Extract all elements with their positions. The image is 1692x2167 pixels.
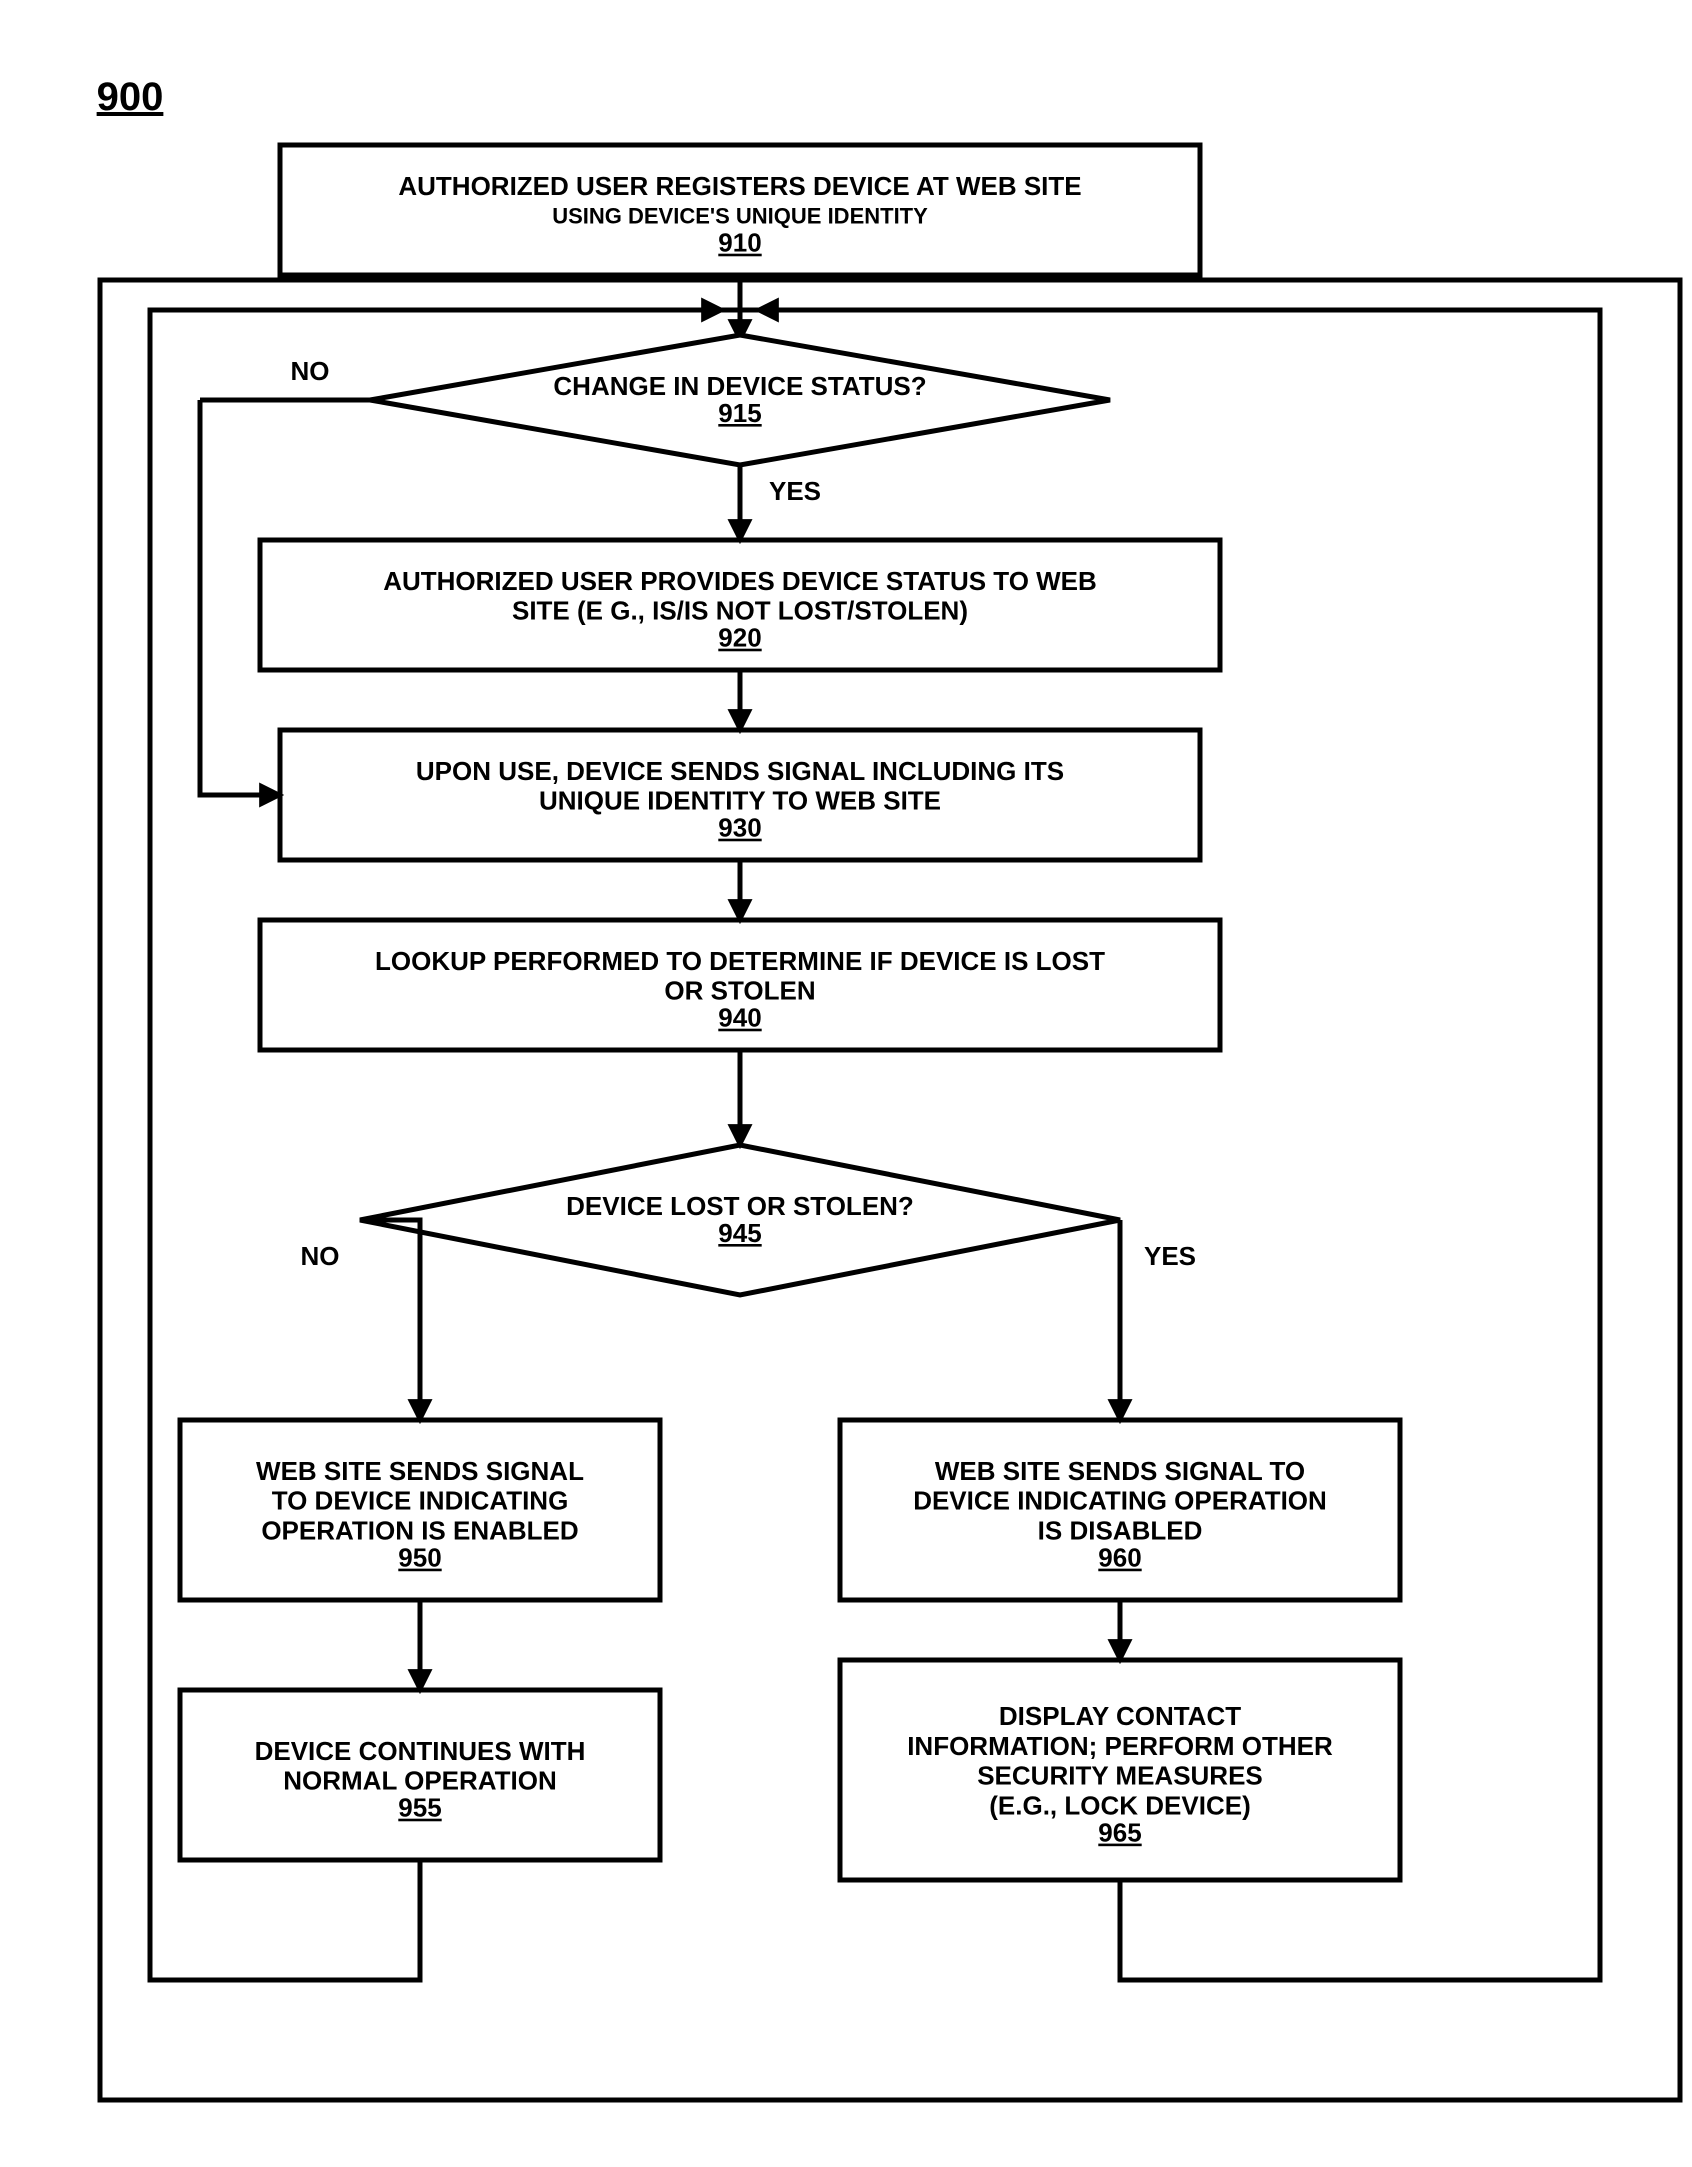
- flowchart: 900 AUTHORIZED USER REGISTERS DEVICE AT W…: [40, 40, 1692, 2127]
- svg-text:WEB SITE SENDS SIGNAL: WEB SITE SENDS SIGNAL: [256, 1456, 584, 1486]
- svg-text:UNIQUE IDENTITY TO WEB SITE: UNIQUE IDENTITY TO WEB SITE: [539, 786, 941, 816]
- svg-text:USING DEVICE'S UNIQUE IDENTITY: USING DEVICE'S UNIQUE IDENTITY: [552, 204, 928, 229]
- svg-text:DEVICE LOST OR STOLEN?: DEVICE LOST OR STOLEN?: [566, 1191, 914, 1221]
- svg-text:945: 945: [718, 1218, 761, 1248]
- svg-text:YES: YES: [769, 476, 821, 506]
- svg-text:UPON USE, DEVICE SENDS SIGNAL: UPON USE, DEVICE SENDS SIGNAL INCLUDING …: [416, 756, 1064, 786]
- svg-text:920: 920: [718, 623, 761, 653]
- svg-text:965: 965: [1098, 1818, 1141, 1848]
- svg-text:950: 950: [398, 1543, 441, 1573]
- svg-text:940: 940: [718, 1003, 761, 1033]
- svg-text:SITE (E G., IS/IS NOT LOST/STO: SITE (E G., IS/IS NOT LOST/STOLEN): [512, 596, 968, 626]
- svg-text:930: 930: [718, 813, 761, 843]
- svg-text:OR STOLEN: OR STOLEN: [664, 976, 815, 1006]
- svg-text:WEB SITE SENDS SIGNAL TO: WEB SITE SENDS SIGNAL TO: [935, 1456, 1305, 1486]
- svg-text:915: 915: [718, 398, 761, 428]
- svg-text:NO: NO: [301, 1241, 340, 1271]
- svg-text:IS DISABLED: IS DISABLED: [1038, 1516, 1203, 1546]
- svg-text:(E.G., LOCK DEVICE): (E.G., LOCK DEVICE): [989, 1791, 1250, 1821]
- svg-text:DISPLAY CONTACT: DISPLAY CONTACT: [999, 1701, 1241, 1731]
- svg-text:DEVICE CONTINUES WITH: DEVICE CONTINUES WITH: [255, 1736, 586, 1766]
- svg-text:SECURITY MEASURES: SECURITY MEASURES: [977, 1761, 1263, 1791]
- svg-text:AUTHORIZED USER PROVIDES DEVIC: AUTHORIZED USER PROVIDES DEVICE STATUS T…: [383, 566, 1097, 596]
- figure-label: 900: [97, 75, 164, 119]
- svg-text:NORMAL OPERATION: NORMAL OPERATION: [283, 1766, 556, 1796]
- svg-text:YES: YES: [1144, 1241, 1196, 1271]
- svg-text:910: 910: [718, 228, 761, 258]
- svg-text:955: 955: [398, 1793, 441, 1823]
- svg-text:TO DEVICE INDICATING: TO DEVICE INDICATING: [272, 1486, 569, 1516]
- svg-text:DEVICE INDICATING OPERATION: DEVICE INDICATING OPERATION: [913, 1486, 1327, 1516]
- svg-text:OPERATION IS ENABLED: OPERATION IS ENABLED: [261, 1516, 578, 1546]
- svg-text:CHANGE IN DEVICE STATUS?: CHANGE IN DEVICE STATUS?: [553, 371, 926, 401]
- svg-text:NO: NO: [291, 356, 330, 386]
- svg-text:LOOKUP PERFORMED TO DETERMINE: LOOKUP PERFORMED TO DETERMINE IF DEVICE …: [375, 946, 1105, 976]
- svg-text:AUTHORIZED USER REGISTERS DEVI: AUTHORIZED USER REGISTERS DEVICE AT WEB …: [398, 171, 1081, 201]
- svg-text:960: 960: [1098, 1543, 1141, 1573]
- svg-text:INFORMATION; PERFORM OTHER: INFORMATION; PERFORM OTHER: [907, 1731, 1333, 1761]
